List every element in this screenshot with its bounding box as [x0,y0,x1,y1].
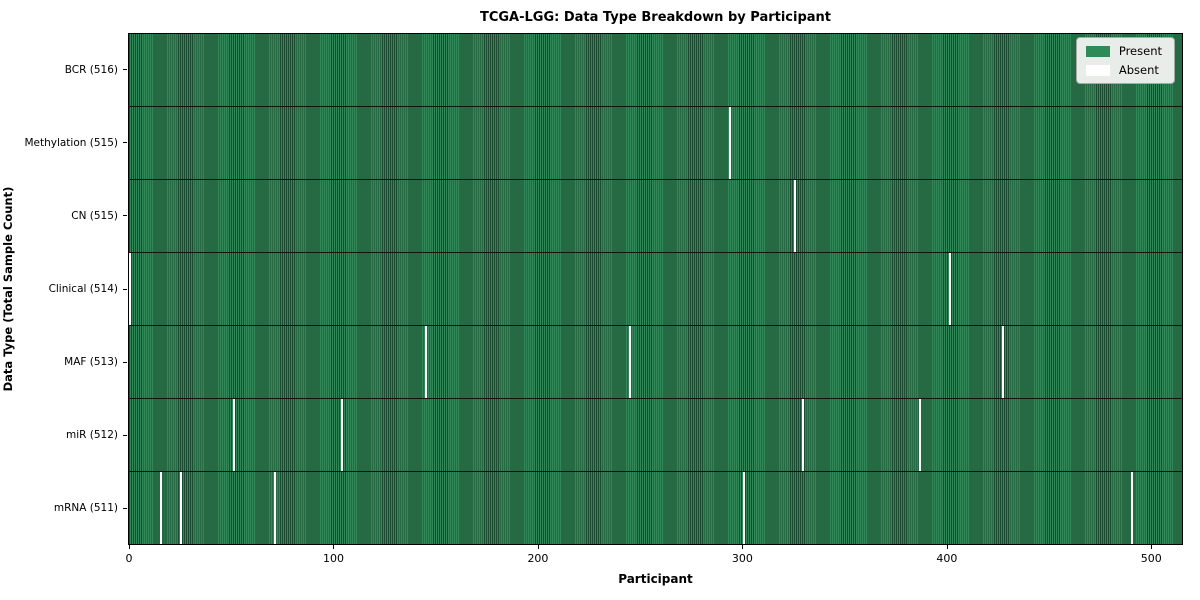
x-axis-label: Participant [618,572,693,586]
chart-title: TCGA-LGG: Data Type Breakdown by Partici… [479,10,832,25]
absent-swatch [1085,64,1110,76]
x-tick-label: 200 [527,552,549,565]
heatmap-row-bcr [129,34,1182,107]
absent-gap [794,180,797,252]
y-tick-mark [123,361,127,363]
plot-area [128,33,1183,545]
x-tick-label: 400 [936,552,958,565]
absent-gap [802,399,805,471]
y-tick-mark [123,142,127,144]
y-tick-label: Methylation (515) [24,136,118,149]
x-tick-mark [537,545,539,549]
x-axis: 0 100 200 300 400 500 [125,545,1183,575]
legend-item-absent: Absent [1085,63,1162,77]
heatmap-row-mir [129,399,1182,472]
absent-gap [1131,472,1133,544]
absent-gap [949,253,952,325]
absent-gap [424,326,427,398]
y-tick-mark [123,69,127,71]
legend-label-present: Present [1118,44,1162,58]
present-swatch [1085,45,1110,57]
y-tick-mark [123,215,127,217]
absent-gap [341,399,344,471]
heatmap-row-clinical [129,253,1182,326]
x-tick-label: 300 [731,552,753,565]
x-tick-mark [333,545,335,549]
heatmap-row-cn [129,180,1182,253]
y-tick-label: mRNA (511) [53,502,118,515]
x-tick-label: 100 [322,552,344,565]
x-tick-label: 500 [1140,552,1162,565]
x-tick-mark [742,545,744,549]
x-tick-mark [946,545,948,549]
y-tick-mark [123,507,127,509]
absent-gap [1002,326,1005,398]
absent-gap [628,326,631,398]
absent-gap [273,472,276,544]
heatmap-row-maf [129,326,1182,399]
absent-gap [918,399,921,471]
legend: Present Absent [1075,37,1175,84]
x-tick-mark [129,545,131,549]
legend-label-absent: Absent [1118,63,1159,77]
absent-gap [233,399,236,471]
y-tick-label: MAF (513) [64,356,118,369]
absent-gap [743,472,746,544]
y-axis: BCR (516) Methylation (515) CN (515) Clinic… [0,33,128,545]
y-tick-mark [123,288,127,290]
absent-gap [728,107,731,179]
y-tick-label: CN (515) [71,209,118,222]
absent-gap [129,253,132,325]
heatmap-row-methylation [129,107,1182,180]
heatmap-row-mrna [129,472,1182,544]
x-tick-mark [1151,545,1153,549]
absent-gap [180,472,183,544]
y-tick-mark [123,434,127,436]
absent-gap [159,472,162,544]
y-tick-label: miR (512) [65,429,118,442]
y-tick-label: Clinical (514) [48,283,118,295]
legend-item-present: Present [1085,44,1162,58]
x-tick-label: 0 [125,552,133,565]
y-tick-label: BCR (516) [64,63,118,76]
